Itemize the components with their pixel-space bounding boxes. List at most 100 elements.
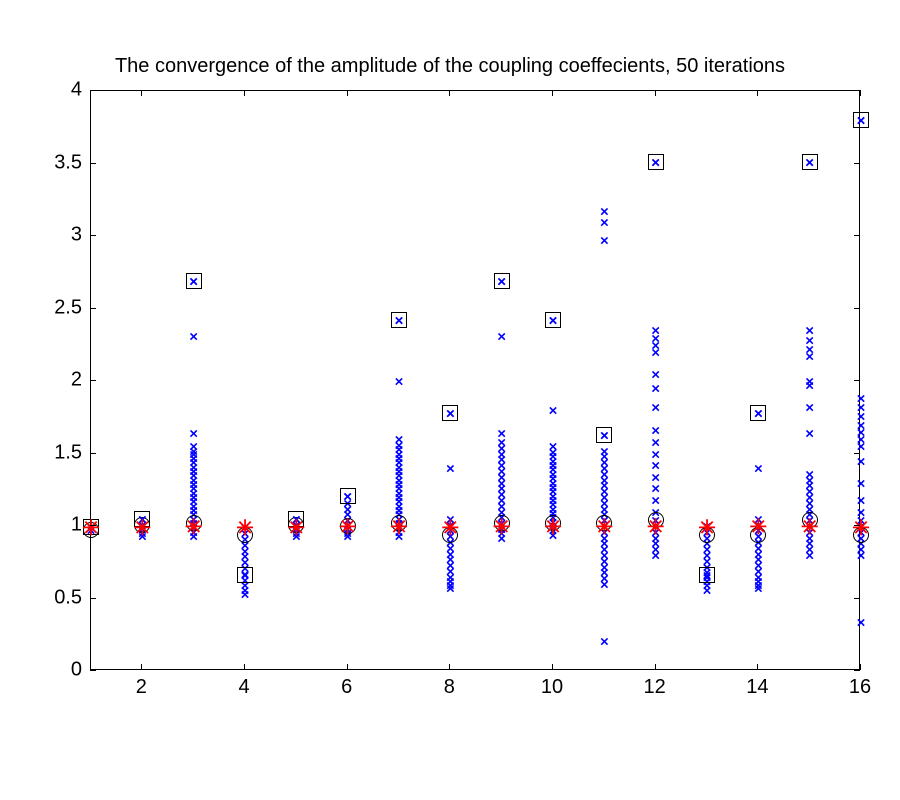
marker-x: × xyxy=(855,531,868,544)
marker-x: × xyxy=(803,375,816,388)
y-tick-mark xyxy=(90,380,96,381)
y-tick-mark xyxy=(854,90,860,91)
marker-x: × xyxy=(547,489,560,502)
marker-x: × xyxy=(701,543,714,556)
marker-x: × xyxy=(803,520,816,533)
marker-x: × xyxy=(598,502,611,515)
marker-x: × xyxy=(649,156,662,169)
marker-x: × xyxy=(598,467,611,480)
marker-x: × xyxy=(393,486,406,499)
marker-x: × xyxy=(598,428,611,441)
marker-x: × xyxy=(393,530,406,543)
marker-x: × xyxy=(752,582,765,595)
marker-x: × xyxy=(341,508,354,521)
marker-circle xyxy=(596,515,612,531)
marker-x: × xyxy=(495,493,508,506)
marker-x: × xyxy=(855,476,868,489)
x-tick-mark xyxy=(449,90,450,96)
marker-x: × xyxy=(598,549,611,562)
marker-x: × xyxy=(803,156,816,169)
marker-x: × xyxy=(752,524,765,537)
marker-x: × xyxy=(187,508,200,521)
marker-x: × xyxy=(855,493,868,506)
marker-square xyxy=(648,154,664,170)
marker-x: × xyxy=(136,512,149,525)
marker-x: × xyxy=(187,495,200,508)
marker-x: × xyxy=(393,517,406,530)
y-tick-label: 3.5 xyxy=(54,151,82,174)
y-tick-mark xyxy=(90,525,96,526)
marker-x: × xyxy=(393,499,406,512)
chart-title: The convergence of the amplitude of the … xyxy=(0,55,900,78)
marker-x: × xyxy=(341,489,354,502)
figure-container: The convergence of the amplitude of the … xyxy=(0,0,900,800)
marker-x: × xyxy=(495,435,508,448)
marker-x: × xyxy=(598,634,611,647)
x-tick-label: 4 xyxy=(238,676,249,699)
x-tick-mark xyxy=(757,90,758,96)
marker-x: × xyxy=(393,477,406,490)
marker-x: × xyxy=(649,156,662,169)
marker-x: × xyxy=(187,444,200,457)
x-tick-mark xyxy=(655,90,656,96)
marker-x: × xyxy=(803,350,816,363)
marker-x: × xyxy=(547,480,560,493)
x-tick-label: 10 xyxy=(541,676,563,699)
marker-x: × xyxy=(855,505,868,518)
marker-x: × xyxy=(547,446,560,459)
marker-x: × xyxy=(803,491,816,504)
marker-star: ✳ xyxy=(185,517,203,535)
marker-x: × xyxy=(187,521,200,534)
marker-star: ✳ xyxy=(801,517,819,535)
marker-star: ✳ xyxy=(698,518,716,536)
marker-x: × xyxy=(649,505,662,518)
marker-x: × xyxy=(393,491,406,504)
y-tick-mark xyxy=(90,235,96,236)
x-tick-mark xyxy=(552,664,553,670)
marker-x: × xyxy=(547,454,560,467)
marker-x: × xyxy=(393,473,406,486)
marker-x: × xyxy=(393,438,406,451)
marker-x: × xyxy=(803,525,816,538)
marker-x: × xyxy=(547,511,560,524)
marker-x: × xyxy=(444,579,457,592)
marker-x: × xyxy=(444,564,457,577)
marker-x: × xyxy=(187,477,200,490)
marker-x: × xyxy=(290,512,303,525)
marker-x: × xyxy=(495,459,508,472)
marker-x: × xyxy=(598,444,611,457)
marker-square xyxy=(853,112,869,128)
marker-circle xyxy=(802,512,818,528)
marker-x: × xyxy=(598,537,611,550)
x-tick-label: 6 xyxy=(341,676,352,699)
marker-x: × xyxy=(187,486,200,499)
x-tick-mark xyxy=(757,664,758,670)
marker-x: × xyxy=(649,401,662,414)
marker-x: × xyxy=(752,575,765,588)
marker-x: × xyxy=(187,504,200,517)
marker-x: × xyxy=(855,114,868,127)
marker-x: × xyxy=(855,549,868,562)
marker-x: × xyxy=(803,379,816,392)
marker-x: × xyxy=(752,564,765,577)
marker-x: × xyxy=(187,274,200,287)
marker-x: × xyxy=(495,274,508,287)
marker-square xyxy=(288,511,304,527)
marker-x: × xyxy=(444,530,457,543)
marker-x: × xyxy=(393,433,406,446)
marker-x: × xyxy=(649,338,662,351)
marker-x: × xyxy=(752,530,765,543)
marker-x: × xyxy=(290,522,303,535)
marker-x: × xyxy=(803,496,816,509)
marker-x: × xyxy=(187,482,200,495)
marker-circle xyxy=(288,517,304,533)
y-tick-mark xyxy=(90,453,96,454)
marker-x: × xyxy=(393,456,406,469)
marker-x: × xyxy=(393,451,406,464)
y-tick-mark xyxy=(854,453,860,454)
marker-x: × xyxy=(649,447,662,460)
marker-x: × xyxy=(803,467,816,480)
x-tick-mark xyxy=(860,90,861,96)
y-tick-label: 0.5 xyxy=(54,586,82,609)
marker-x: × xyxy=(803,543,816,556)
